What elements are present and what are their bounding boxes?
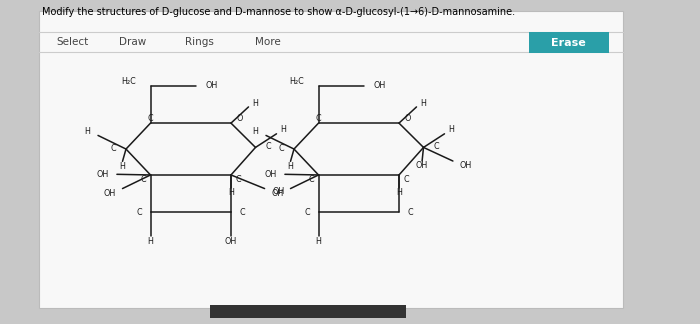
Text: H: H [148, 237, 153, 246]
Text: OH: OH [225, 237, 237, 246]
Text: H: H [228, 188, 234, 197]
Text: OH: OH [205, 81, 218, 90]
Text: H₂C: H₂C [290, 77, 304, 87]
Text: H: H [253, 98, 258, 108]
Text: O: O [404, 114, 411, 123]
Text: C: C [403, 175, 409, 184]
Text: O: O [236, 114, 243, 123]
Text: OH: OH [272, 187, 285, 196]
Text: H: H [85, 127, 90, 136]
Text: C: C [239, 208, 245, 217]
Text: H₂C: H₂C [122, 77, 136, 87]
Text: OH: OH [272, 189, 284, 198]
FancyBboxPatch shape [210, 305, 406, 318]
Text: C: C [433, 142, 439, 151]
Text: OH: OH [97, 170, 109, 179]
Text: Draw: Draw [119, 37, 146, 47]
Text: C: C [279, 144, 284, 153]
Text: C: C [309, 175, 314, 184]
Text: OH: OH [416, 161, 428, 170]
Text: C: C [265, 142, 271, 151]
Text: H: H [449, 125, 454, 134]
Text: H: H [316, 237, 321, 246]
Text: C: C [141, 175, 146, 184]
Text: OH: OH [265, 170, 277, 179]
Text: OH: OH [373, 81, 386, 90]
Text: H: H [288, 162, 293, 171]
FancyBboxPatch shape [528, 32, 609, 53]
Text: H: H [281, 125, 286, 134]
Text: Erase: Erase [551, 38, 586, 48]
Text: H: H [253, 127, 258, 136]
Text: C: C [136, 208, 142, 217]
Text: C: C [316, 114, 321, 123]
Text: Select: Select [56, 37, 88, 47]
Text: OH: OH [459, 161, 472, 170]
FancyBboxPatch shape [38, 11, 623, 308]
Text: C: C [407, 208, 413, 217]
Text: H: H [120, 162, 125, 171]
Text: OH: OH [104, 189, 116, 198]
Text: C: C [304, 208, 310, 217]
Text: More: More [256, 37, 281, 47]
Text: C: C [235, 175, 241, 184]
Text: Modify the structures of D-glucose and D-mannose to show α-D-glucosyl-(1→6)-D-ma: Modify the structures of D-glucose and D… [42, 7, 515, 17]
Text: Rings: Rings [186, 37, 214, 47]
Text: H: H [421, 98, 426, 108]
Text: C: C [148, 114, 153, 123]
Text: C: C [111, 144, 116, 153]
Text: H: H [396, 188, 402, 197]
